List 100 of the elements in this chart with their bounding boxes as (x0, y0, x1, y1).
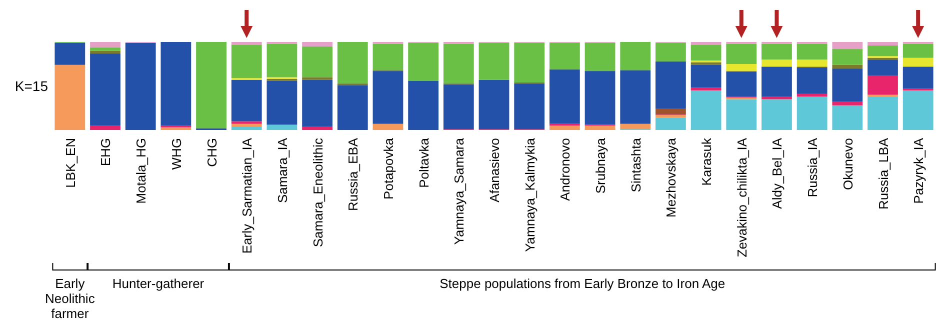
bar (160, 127, 192, 130)
x-tick-label: EHG (98, 138, 114, 166)
bar (90, 50, 120, 54)
bar (54, 64, 86, 130)
x-tick-label: Yamnaya_Samara (452, 137, 467, 245)
bar (690, 42, 722, 45)
bar (478, 80, 510, 130)
x-tick-label: Russia_EBA (346, 138, 361, 211)
x-tick-label: Yamnaya_Kalmykia (522, 137, 538, 252)
x-tick-label: Samara_IA (274, 138, 290, 204)
bar (726, 44, 757, 64)
bar (902, 44, 934, 58)
bar (902, 58, 934, 67)
bar (408, 42, 439, 81)
bar (443, 84, 474, 130)
bar (337, 85, 368, 130)
bar (868, 46, 898, 56)
bar (868, 42, 898, 46)
bar (90, 47, 120, 51)
bar (832, 49, 863, 65)
bar (337, 42, 368, 84)
x-tick-label: Potapovka (380, 137, 396, 200)
bar (796, 96, 828, 130)
bar (514, 83, 545, 130)
x-tick-label: Motala_HG (134, 138, 149, 204)
bar (796, 68, 828, 94)
bar (620, 70, 651, 124)
bar (656, 118, 686, 130)
bar (796, 94, 828, 97)
x-tick-label: Russia_LBA (876, 138, 891, 210)
bar (656, 61, 686, 109)
x-tick-label: Okunevo (840, 138, 856, 190)
x-tick-label: Sintashta (628, 137, 644, 192)
bar (762, 66, 792, 97)
bar (196, 42, 226, 128)
text: Steppe populations from Early Bronze to Iron Age (440, 276, 726, 291)
bar (762, 96, 792, 100)
bar (90, 53, 120, 126)
bar (302, 80, 332, 126)
bar (762, 44, 792, 60)
bar (690, 88, 722, 90)
bar (726, 64, 757, 72)
bar (832, 105, 863, 130)
bar (125, 42, 156, 130)
bar (231, 121, 262, 124)
bar (620, 124, 651, 130)
bar (902, 66, 934, 89)
bar (868, 60, 898, 76)
bar (231, 42, 262, 45)
x-tick-label: Andronovo (558, 138, 573, 201)
bar (762, 99, 792, 130)
bar (832, 102, 863, 106)
bar (902, 90, 934, 130)
x-tick-label: Zevakino_chilikta_IA (734, 138, 750, 258)
x-tick-label: Afanasievo (487, 138, 502, 202)
bar (266, 80, 298, 125)
bar (549, 42, 580, 70)
bar (832, 64, 863, 68)
bar (231, 126, 262, 130)
bar (690, 64, 722, 88)
bar (231, 44, 262, 78)
bar (90, 42, 120, 48)
x-tick-label: CHG (204, 138, 220, 167)
bar (372, 124, 404, 130)
bar (514, 42, 545, 82)
bar (478, 42, 510, 80)
bar (690, 62, 722, 65)
bar (231, 80, 262, 122)
bar (690, 90, 722, 130)
bar (832, 42, 863, 50)
bar (408, 80, 439, 130)
x-tick-label: Early_Sarmatian_IA (240, 138, 255, 254)
bar (372, 44, 404, 70)
bar (690, 44, 722, 60)
bar (443, 44, 474, 84)
text: Early Neolithic farmer (44, 276, 96, 321)
bar (620, 42, 651, 70)
bar (160, 42, 192, 126)
bar (832, 68, 863, 102)
bar (868, 96, 898, 130)
bar (302, 77, 332, 80)
bar (656, 42, 686, 62)
bar (266, 44, 298, 78)
bar (372, 71, 404, 124)
text: K=15 (14, 78, 48, 94)
bar (54, 42, 86, 65)
bar (302, 42, 332, 46)
x-tick-label: LBK_EN (62, 138, 78, 188)
bar (90, 126, 120, 130)
bar (656, 108, 686, 114)
bar (302, 126, 332, 130)
x-tick-label: Pazyryk_IA (911, 138, 926, 204)
x-tick-label: Karasuk (699, 138, 714, 186)
bar (302, 46, 332, 78)
x-tick-label: Mezhovskaya (664, 137, 679, 218)
x-tick-label: WHG (168, 138, 184, 170)
bar (726, 72, 757, 97)
bar (796, 44, 828, 60)
bar (868, 75, 898, 95)
x-tick-label: Samara_Eneolithic (310, 138, 326, 248)
